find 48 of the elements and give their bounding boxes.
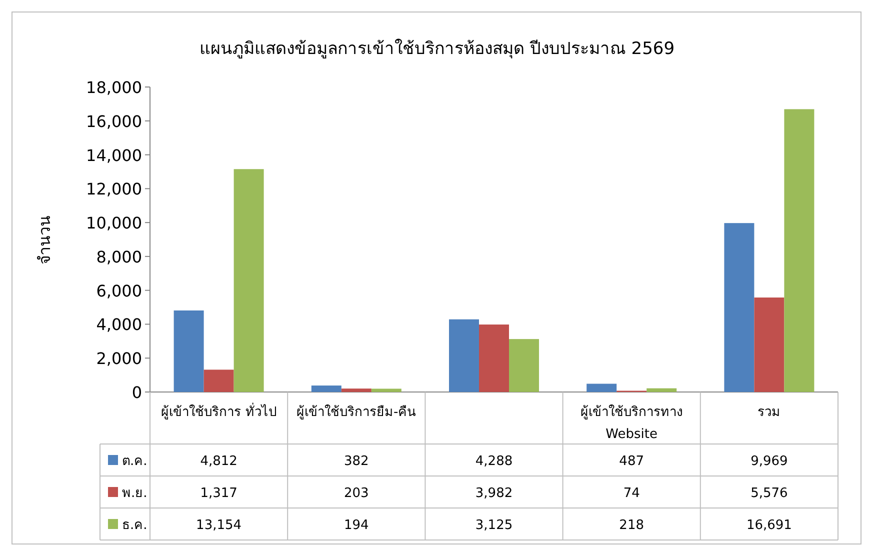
legend-label: ต.ค.	[122, 454, 148, 469]
legend-label: พ.ย.	[122, 486, 148, 501]
y-tick-label: 2,000	[96, 349, 142, 368]
bar	[371, 388, 402, 392]
y-axis-title: จำนวน	[35, 216, 54, 264]
bar	[449, 319, 479, 392]
data-label: 3,982	[475, 486, 513, 501]
data-label: 13,154	[196, 518, 242, 533]
y-tick-label: 18,000	[86, 78, 142, 97]
y-tick-label: 10,000	[86, 214, 142, 233]
data-label: 74	[623, 486, 640, 501]
y-tick-label: 4,000	[96, 315, 142, 334]
bar	[724, 223, 754, 392]
y-tick-label: 16,000	[86, 112, 142, 131]
x-tick-label: ผู้เข้าใช้บริการ ทั่วไป	[161, 403, 276, 420]
chart-title: แผนภูมิแสดงข้อมูลการเข้าใช้บริการห้องสมุด ปีงบประมาณ 2569	[199, 38, 675, 59]
bar	[204, 370, 234, 392]
data-label: 4,288	[475, 454, 513, 469]
data-label: 16,691	[746, 518, 792, 533]
bar	[174, 310, 204, 392]
y-tick-label: 6,000	[96, 281, 142, 300]
y-tick-label: 0	[132, 383, 142, 402]
y-tick-label: 12,000	[86, 180, 142, 199]
data-label: 3,125	[475, 518, 513, 533]
legend-label: ธ.ค.	[122, 518, 148, 533]
data-label: 5,576	[750, 486, 788, 501]
bar	[509, 339, 539, 392]
bar	[784, 109, 814, 392]
bar	[479, 324, 509, 392]
x-tick-label: ผู้เข้าใช้บริการยืม-คืน	[296, 404, 416, 420]
data-label: 487	[619, 454, 644, 469]
data-label: 382	[344, 454, 369, 469]
bar	[586, 384, 617, 392]
y-tick-label: 14,000	[86, 146, 142, 165]
bar	[311, 386, 342, 392]
bar	[341, 388, 372, 392]
x-tick-label: ผู้เข้าใช้บริการทาง Website	[580, 404, 683, 442]
data-label: 4,812	[200, 454, 238, 469]
data-label: 194	[344, 518, 369, 533]
data-label: 218	[619, 518, 644, 533]
bar	[646, 388, 677, 392]
data-label: 1,317	[200, 486, 238, 501]
bar	[234, 169, 264, 392]
x-tick-label: รวม	[758, 405, 781, 420]
data-label: 9,969	[750, 454, 788, 469]
data-label: 203	[344, 486, 369, 501]
bar	[754, 298, 784, 392]
y-tick-label: 8,000	[96, 247, 142, 266]
